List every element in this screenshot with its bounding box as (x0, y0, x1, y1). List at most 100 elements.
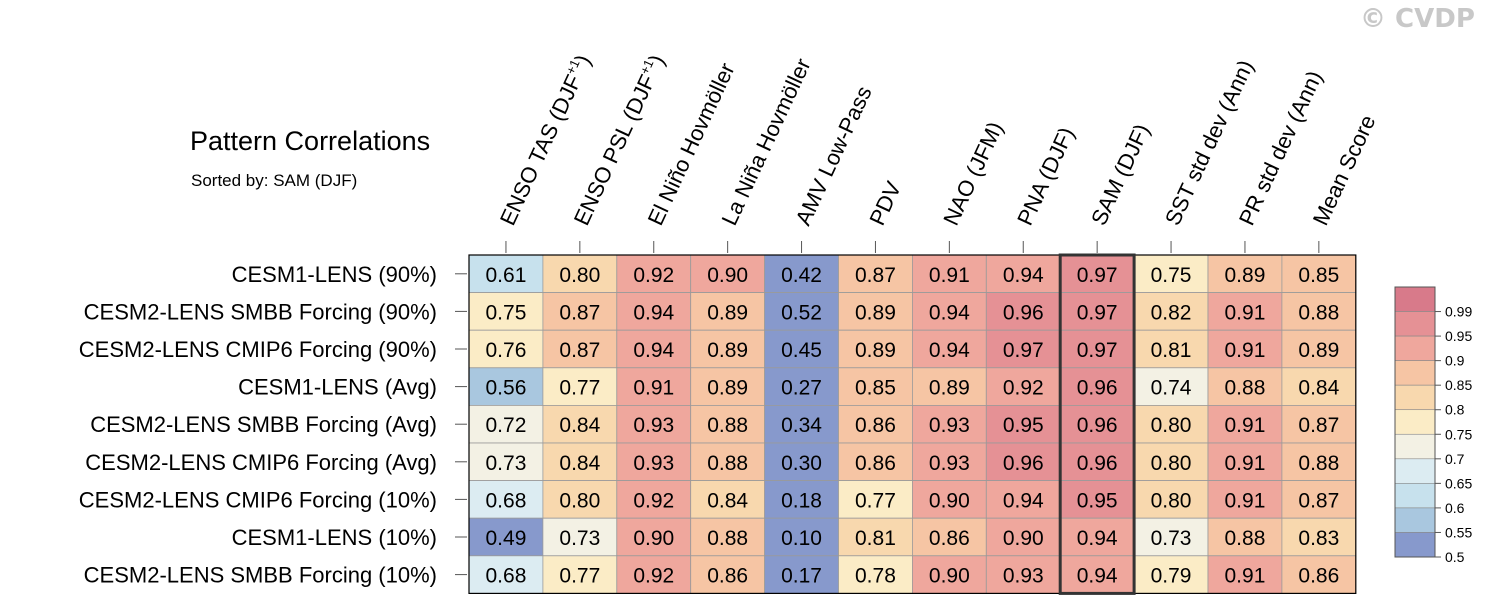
cell-value-label: 0.77 (559, 377, 600, 400)
cell-value-label: 0.77 (855, 489, 896, 512)
heatmap-cell (1059, 517, 1135, 557)
cell-value-label: 0.30 (781, 452, 822, 475)
heatmap-cell (912, 367, 987, 406)
colorbar-segment (1394, 532, 1436, 558)
row-label: CESM1-LENS (Avg) (238, 375, 437, 400)
heatmap-cell (542, 442, 618, 481)
heatmap-cell (542, 404, 618, 444)
cell-value-label: 0.89 (1298, 339, 1339, 362)
heatmap-cell (468, 555, 544, 594)
colorbar-frame (1394, 286, 1436, 558)
heatmap-cell (616, 404, 692, 444)
heatmap-cell (764, 480, 839, 519)
row-label: CESM2-LENS CMIP6 Forcing (10%) (79, 487, 437, 512)
cell-value-label: 0.89 (929, 377, 970, 400)
colorbar-segment (1394, 507, 1436, 533)
heatmap-cell (1133, 367, 1209, 406)
heatmap-cell (690, 329, 766, 369)
cell-value-label: 0.83 (1298, 527, 1339, 550)
cell-value-label: 0.76 (486, 339, 527, 362)
heatmap-cell (912, 292, 987, 331)
cell-value-label: 0.86 (1298, 565, 1339, 588)
heatmap-cell (616, 292, 692, 331)
column-label: Mean Score (1308, 111, 1381, 229)
colorbar-label: 0.7 (1445, 451, 1465, 467)
cell-value-label: 0.96 (1077, 414, 1118, 437)
cell-value-label: 0.72 (486, 414, 527, 437)
colorbar-segment (1394, 311, 1436, 337)
colorbar-segment (1394, 483, 1436, 509)
heatmap-cell (985, 367, 1061, 406)
column-label: PDV (864, 177, 906, 229)
cell-value-label: 0.49 (486, 527, 527, 550)
cell-value-label: 0.91 (1225, 565, 1266, 588)
cell-value-label: 0.88 (707, 452, 748, 475)
heatmap-cell (1281, 442, 1357, 481)
cell-value-label: 0.81 (1151, 339, 1192, 362)
column-label: NAO (JFM) (938, 118, 1008, 229)
heatmap-cell (764, 367, 839, 406)
cell-value-label: 0.91 (1225, 414, 1266, 437)
cell-value-label: 0.87 (559, 301, 600, 324)
cell-value-label: 0.88 (1298, 452, 1339, 475)
chart-subtitle: Sorted by: SAM (DJF) (191, 171, 358, 190)
heatmap-cell (985, 480, 1061, 519)
cell-value-label: 0.91 (1225, 489, 1266, 512)
colorbar: 0.99 0.95 0.9 0.85 0.8 0.75 0.7 0.65 0.6 0.55 0.5 (1394, 286, 1472, 565)
cell-value-label: 0.84 (559, 452, 600, 475)
cell-value-label: 0.84 (1298, 377, 1339, 400)
cell-value-label: 0.88 (707, 414, 748, 437)
cell-value-label: 0.94 (1077, 527, 1118, 550)
cell-value-label: 0.90 (929, 489, 970, 512)
cvdp-watermark: © CVDP (1360, 4, 1475, 34)
heatmap-cell (690, 517, 766, 557)
cell-value-label: 0.97 (1077, 339, 1118, 362)
cell-value-label: 0.89 (855, 339, 896, 362)
cell-value-label: 0.96 (1077, 452, 1118, 475)
heatmap-cell (542, 254, 618, 293)
cell-value-label: 0.42 (781, 264, 822, 287)
heatmap-cell (1059, 442, 1135, 481)
cell-value-label: 0.88 (1225, 377, 1266, 400)
cell-value-label: 0.91 (1225, 301, 1266, 324)
heatmap-cell (616, 480, 692, 519)
cell-value-label: 0.93 (633, 414, 674, 437)
cell-value-label: 0.94 (1003, 489, 1044, 512)
cell-value-label: 0.96 (1003, 452, 1044, 475)
colorbar-label: 0.5 (1445, 549, 1465, 565)
cell-value-label: 0.86 (855, 414, 896, 437)
cell-value-label: 0.79 (1151, 565, 1192, 588)
colorbar-segment (1394, 409, 1436, 435)
cell-value-label: 0.96 (1077, 377, 1118, 400)
cell-value-label: 0.84 (707, 489, 748, 512)
row-label: CESM2-LENS SMBB Forcing (10%) (84, 563, 437, 588)
heatmap-cell (1281, 329, 1357, 369)
cell-value-label: 0.80 (559, 489, 600, 512)
colorbar-segment (1394, 433, 1436, 460)
heatmap-cell (1133, 254, 1209, 293)
colorbar-segment (1394, 458, 1436, 484)
cell-value-label: 0.93 (929, 414, 970, 437)
heatmap-cell (1281, 480, 1357, 519)
heatmap-cell (1281, 367, 1357, 406)
cell-value-label: 0.97 (1003, 339, 1044, 362)
heatmap-cell (1133, 555, 1209, 594)
cell-value-label: 0.80 (1151, 489, 1192, 512)
cell-value-label: 0.86 (855, 452, 896, 475)
cell-value-label: 0.52 (781, 301, 822, 324)
colorbar-segment (1394, 384, 1436, 411)
heatmap-cell (764, 404, 839, 444)
heatmap-cell (912, 555, 987, 594)
heatmap-cell (764, 555, 839, 594)
heatmap-cell (985, 555, 1061, 594)
cell-value-label: 0.95 (1003, 414, 1044, 437)
heatmap-cell (468, 404, 544, 444)
heatmap-cell (616, 367, 692, 406)
cell-value-label: 0.80 (559, 264, 600, 287)
cell-value-label: 0.93 (1003, 565, 1044, 588)
row-label: CESM2-LENS SMBB Forcing (90%) (84, 299, 437, 324)
cell-value-label: 0.90 (707, 264, 748, 287)
cell-value-label: 0.73 (486, 452, 527, 475)
cell-value-label: 0.92 (1003, 377, 1044, 400)
